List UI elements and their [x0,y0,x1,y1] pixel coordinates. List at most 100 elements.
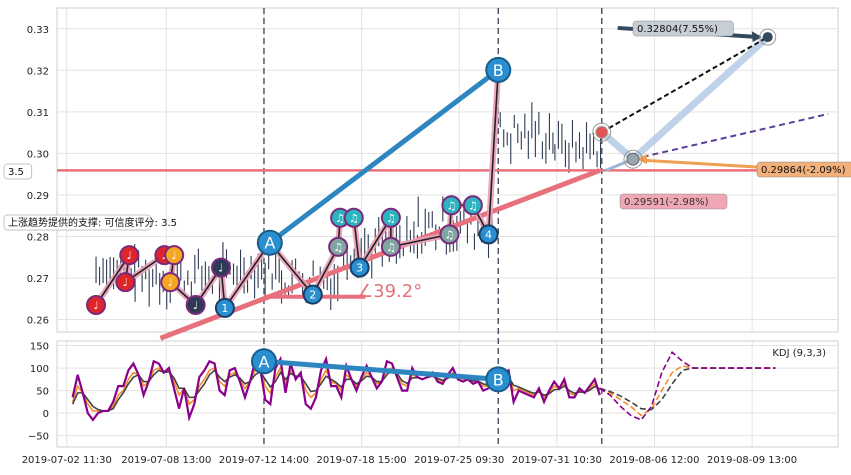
wave-marker [441,195,462,216]
angle-label: ∠39.2° [357,281,422,302]
wave-marker-label: ♫ [468,199,478,212]
kdj-title: KDJ (9,3,3) [772,348,826,359]
low-price-label: 0.29591(-2.98%) [619,193,728,210]
wave-markers: ♩♩♩♩♩♩♩♩1A2♫♫♫3♫♫♫♫♫4B [86,56,512,318]
wave-marker [86,295,107,315]
low-price-label-text: 0.29591(-2.98%) [624,197,709,208]
kdj-forecast-k [599,364,776,417]
wave-marker-label: ♩ [127,249,132,262]
wave-marker [328,236,349,257]
annotation-labels: 0.32804(7.55%) 0.29864(-2.09%) 0.29591(-2.… [3,20,851,231]
wave-marker [343,207,364,228]
wave-marker-label: ♩ [123,276,128,289]
low-price-label-box [619,193,728,210]
wave-marker [214,297,235,318]
support-info-label: 上涨趋势提供的支撑: 可信度评分: 3.5 [3,214,177,231]
price-ytick-label: 0.28 [27,232,49,243]
wave-marker-label: ♫ [386,241,396,254]
mid-price-label-box [756,161,851,178]
kdj-lines: AB [71,348,776,422]
wave-marker-label: 1 [221,302,228,315]
xtick-label: 2019-07-12 14:00 [219,455,309,466]
price-ytick-label: 0.32 [27,66,49,77]
forecast-start-dot [595,125,609,139]
kdj-ytick-label: 150 [30,342,49,353]
forecast-start-ring [592,122,612,142]
xtick-label: 2019-07-18 15:00 [317,455,407,466]
wave-marker-label: 3 [356,262,363,275]
wave-marker-label: ♫ [446,199,456,212]
kdj-ytick-label: 0 [43,409,49,420]
grid-lines: 0.260.270.280.290.300.310.320.33−5005010… [22,8,838,466]
xtick-label: 2019-08-09 13:00 [707,455,797,466]
wave-marker-label: A [264,234,275,253]
support-info-label-box [3,214,151,231]
price-ytick-label: 0.29 [27,191,49,202]
wave-marker [349,257,370,278]
target-arrow-head [751,31,762,43]
wave-marker [302,284,323,305]
kdj-line-d [71,369,601,412]
wave-marker-label: 2 [309,289,316,302]
divergence-b-marker-label: B [493,370,504,389]
forecast-target-ring [759,28,777,46]
level-score-label-box [3,163,33,180]
kdj-ytick-label: 100 [30,364,49,375]
wave-marker [478,224,499,245]
mid-price-label-text: 0.29864(-2.09%) [761,165,846,176]
target-price-label-text: 0.32804(7.55%) [637,24,718,35]
divergence-b-marker [485,366,512,393]
wave-marker-label: ♩ [168,276,173,289]
wave-marker [160,272,181,293]
wave-marker-label: ♩ [93,299,98,312]
xtick-label: 2019-07-02 11:30 [22,455,112,466]
wave-marker [485,56,512,83]
wave-marker [211,257,232,278]
wave-marker [256,229,283,256]
forecast-band-start [599,129,636,162]
wave-marker [119,245,140,266]
kdj-forecast-j [599,350,776,421]
kdj-forecast-d [599,367,776,411]
forecast-target-dot [762,32,773,43]
kdj-ytick-label: 50 [36,387,49,398]
xtick-label: 2019-07-25 09:30 [414,455,504,466]
wave-marker-label: ♫ [335,212,345,225]
xtick-label: 2019-07-08 13:00 [121,455,211,466]
forecast-channel-line [632,112,829,161]
wave-marker-label: ♩ [172,249,177,262]
trend-a-b-line [268,67,500,245]
mid-price-label: 0.29864(-2.09%) [756,161,851,178]
target-price-label-box [632,20,734,37]
forecast-mid-ring [623,149,643,169]
wave-marker-label: ♫ [333,241,343,254]
wave-marker-label: B [493,61,504,80]
price-ytick-label: 0.27 [27,274,49,285]
xtick-label: 2019-07-31 10:30 [512,455,602,466]
support-info-label-text: 上涨趋势提供的支撑: 可信度评分: 3.5 [8,216,177,229]
wave-marker [380,207,401,228]
target-price-label: 0.32804(7.55%) [632,20,734,37]
wave-marker [462,195,483,216]
kdj-ytick-label: −50 [28,432,49,443]
forecast-band [630,34,771,162]
wave-marker-label: ♫ [386,212,396,225]
divergence-a-marker [250,348,277,375]
wave-marker-label: ♩ [218,262,223,275]
level-score-label: 3.5 [3,163,33,180]
forecast-mid-dot [626,152,640,166]
wave-marker-label: ♫ [445,228,455,241]
wave-marker-label: ♫ [349,212,359,225]
wave-marker [185,295,206,315]
wave-marker [164,245,185,266]
wave-marker [380,236,401,257]
price-ytick-label: 0.30 [27,149,49,160]
wave-marker-label: 4 [485,228,492,241]
kdj-panel-frame [56,340,839,448]
wave-marker [115,272,136,293]
xtick-label: 2019-08-06 12:00 [609,455,699,466]
price-ytick-label: 0.26 [27,316,49,327]
level-score-label-text: 3.5 [8,167,24,178]
divergence-a-marker-label: A [258,352,269,371]
